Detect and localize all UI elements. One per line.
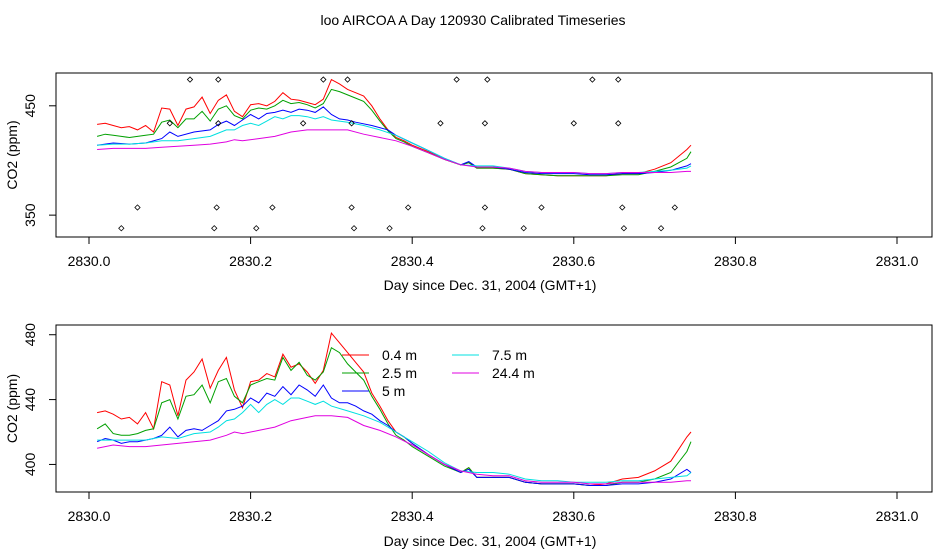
data-point-marker [320, 76, 327, 83]
series-line-s25 [96, 88, 692, 177]
data-point-marker [619, 204, 626, 211]
x-tick-label: 2830.8 [714, 253, 757, 269]
series-line-s75 [97, 397, 692, 483]
y-tick-label: 480 [22, 323, 38, 347]
data-point-marker [620, 225, 628, 232]
x-tick-label: 2830.6 [552, 508, 595, 524]
y-tick-label: 450 [22, 94, 38, 118]
data-point-marker [481, 204, 489, 211]
lower-panel: 2830.0 2830.2 2830.4 2830.6 2830.8 2831.0 400 4… [4, 323, 933, 549]
chart-title: loo AIRCOA A Day 120930 Calibrated Times… [320, 12, 625, 28]
data-point-marker [344, 76, 351, 83]
data-point-marker [211, 225, 218, 232]
legend-label: 2.5 m [382, 365, 417, 381]
x-tick-label: 2830.4 [391, 253, 434, 269]
series-line-s5 [96, 384, 692, 486]
series-line-s75 [97, 115, 692, 175]
data-point-marker [404, 204, 412, 211]
data-point-marker [213, 204, 220, 211]
y-tick-label: 350 [22, 203, 38, 227]
data-point-marker [166, 120, 173, 127]
data-point-marker [481, 120, 489, 127]
y-axis-label: CO2 (ppm) [4, 374, 20, 443]
data-point-marker [589, 76, 596, 83]
data-point-marker [134, 204, 141, 211]
legend-label: 5 m [382, 383, 405, 399]
x-tick-label: 2830.6 [552, 253, 595, 269]
plot-frame [55, 324, 933, 493]
data-point-marker [348, 204, 355, 211]
data-point-marker [520, 225, 527, 232]
data-point-marker [615, 76, 622, 83]
legend-label: 7.5 m [492, 347, 527, 363]
x-tick-label: 2830.2 [229, 253, 272, 269]
x-tick-label: 2831.0 [876, 508, 919, 524]
data-point-marker [437, 120, 444, 127]
y-tick-label: 400 [22, 453, 38, 477]
data-point-marker [299, 120, 307, 127]
x-tick-label: 2830.0 [68, 253, 111, 269]
series-line-s5 [97, 106, 692, 176]
x-axis-label: Day since Dec. 31, 2004 (GMT+1) [384, 277, 597, 293]
plot-frame [55, 72, 933, 238]
x-tick-label: 2830.2 [229, 508, 272, 524]
data-point-marker [118, 225, 125, 232]
data-point-marker [570, 120, 577, 127]
x-tick-label: 2830.0 [68, 508, 111, 524]
data-point-marker [253, 225, 260, 232]
data-point-marker [348, 120, 355, 127]
series-line-s244 [97, 129, 691, 175]
data-point-marker [671, 204, 678, 211]
data-point-marker [350, 225, 358, 232]
data-point-marker [657, 225, 665, 232]
series-line-s244 [97, 415, 691, 485]
data-point-marker [215, 120, 222, 127]
y-axis-label: CO2 (ppm) [4, 120, 20, 189]
data-point-marker [186, 76, 194, 83]
data-point-marker [615, 120, 622, 127]
data-point-marker [269, 204, 276, 211]
x-tick-label: 2830.8 [714, 508, 757, 524]
x-axis-label: Day since Dec. 31, 2004 (GMT+1) [384, 533, 597, 549]
legend-label: 24.4 m [492, 365, 535, 381]
x-tick-label: 2830.4 [391, 508, 434, 524]
series-line-s04 [97, 78, 692, 177]
data-point-marker [484, 76, 491, 83]
data-point-marker [215, 76, 222, 83]
upper-panel: 2830.0 2830.2 2830.4 2830.6 2830.8 2831.0 350 4… [4, 72, 933, 293]
data-point-marker [453, 76, 460, 83]
legend-label: 0.4 m [382, 347, 417, 363]
data-point-marker [386, 225, 393, 232]
data-point-marker [538, 204, 545, 211]
data-point-marker [479, 225, 486, 232]
x-tick-label: 2831.0 [876, 253, 919, 269]
y-tick-label: 440 [22, 388, 38, 412]
